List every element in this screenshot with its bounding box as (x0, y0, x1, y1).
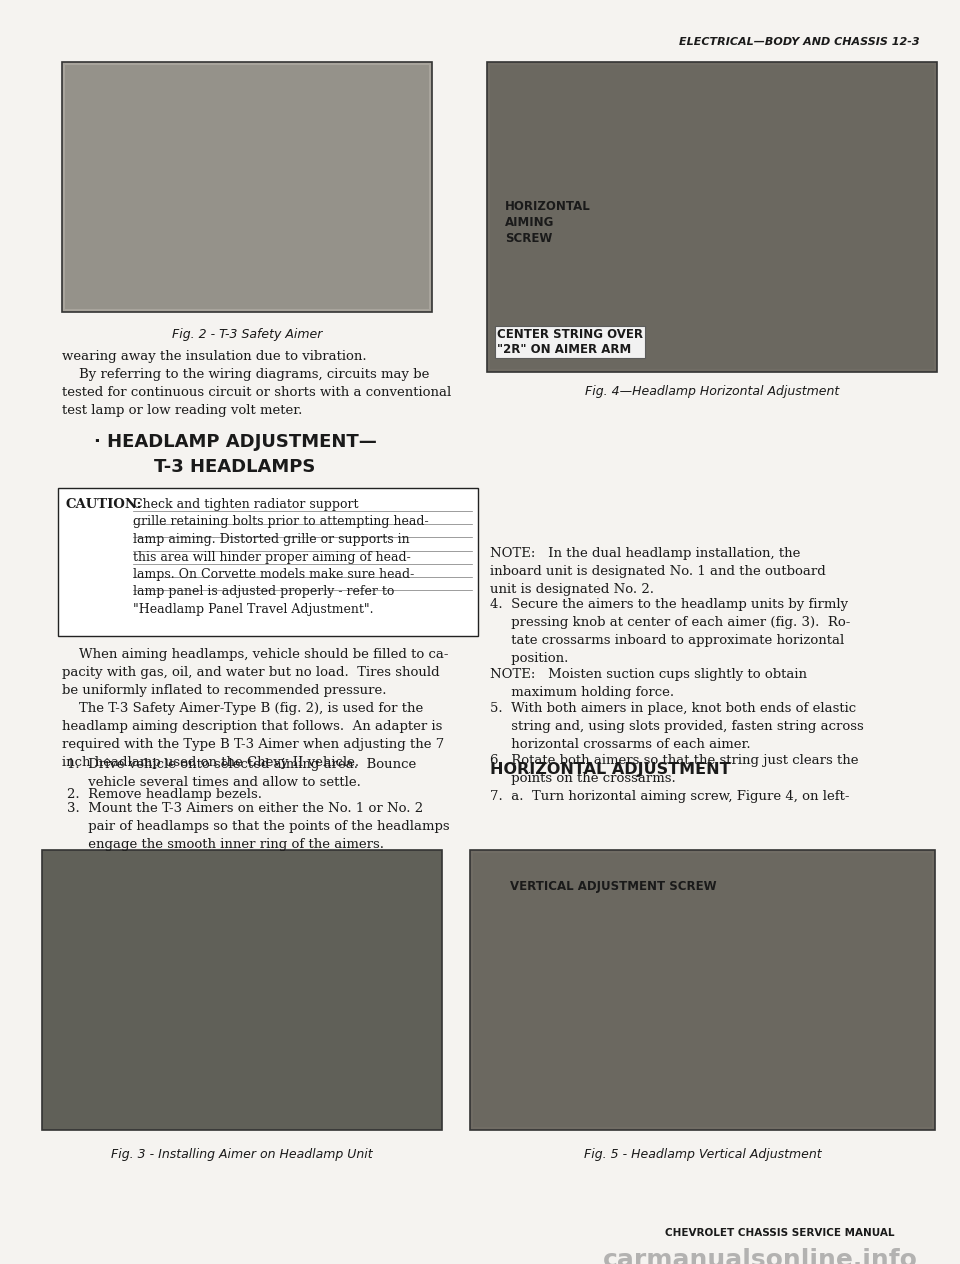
Text: T-3 HEADLAMPS: T-3 HEADLAMPS (155, 458, 316, 477)
Text: 6.  Rotate both aimers so that the string just clears the
     points on the cro: 6. Rotate both aimers so that the string… (490, 755, 858, 785)
Text: ELECTRICAL—BODY AND CHASSIS 12-3: ELECTRICAL—BODY AND CHASSIS 12-3 (680, 37, 920, 47)
Text: 4.  Secure the aimers to the headlamp units by firmly
     pressing knob at cent: 4. Secure the aimers to the headlamp uni… (490, 598, 851, 665)
Text: CENTER STRING OVER
"2R" ON AIMER ARM: CENTER STRING OVER "2R" ON AIMER ARM (497, 327, 643, 356)
Text: When aiming headlamps, vehicle should be filled to ca-
pacity with gas, oil, and: When aiming headlamps, vehicle should be… (62, 648, 448, 769)
Bar (62, 62, 432, 312)
Text: 3.  Mount the T-3 Aimers on either the No. 1 or No. 2
     pair of headlamps so : 3. Mount the T-3 Aimers on either the No… (67, 801, 449, 851)
Text: Fig. 3 - Installing Aimer on Headlamp Unit: Fig. 3 - Installing Aimer on Headlamp Un… (111, 1148, 372, 1162)
Text: wearing away the insulation due to vibration.
    By referring to the wiring dia: wearing away the insulation due to vibra… (62, 350, 451, 417)
Text: HORIZONTAL ADJUSTMENT: HORIZONTAL ADJUSTMENT (490, 762, 731, 777)
Text: 1.  Drive vehicle onto selected aiming area.  Bounce
     vehicle several times : 1. Drive vehicle onto selected aiming ar… (67, 758, 417, 789)
Text: NOTE:   Moisten suction cups slightly to obtain
     maximum holding force.: NOTE: Moisten suction cups slightly to o… (490, 667, 807, 699)
Text: HORIZONTAL
AIMING
SCREW: HORIZONTAL AIMING SCREW (505, 200, 590, 244)
Bar (65, 64, 429, 308)
Text: VERTICAL ADJUSTMENT SCREW: VERTICAL ADJUSTMENT SCREW (510, 880, 716, 892)
Text: · HEADLAMP ADJUSTMENT—: · HEADLAMP ADJUSTMENT— (93, 434, 376, 451)
Text: Fig. 2 - T-3 Safety Aimer: Fig. 2 - T-3 Safety Aimer (172, 327, 323, 341)
Bar (42, 849, 442, 1130)
Text: 5.  With both aimers in place, knot both ends of elastic
     string and, using : 5. With both aimers in place, knot both … (490, 702, 864, 751)
Bar (490, 64, 934, 369)
Text: CHEVROLET CHASSIS SERVICE MANUAL: CHEVROLET CHASSIS SERVICE MANUAL (665, 1229, 895, 1237)
Text: CAUTION:: CAUTION: (66, 498, 142, 511)
Bar (58, 488, 478, 636)
Text: 2.  Remove headlamp bezels.: 2. Remove headlamp bezels. (67, 787, 262, 801)
Text: Fig. 5 - Headlamp Vertical Adjustment: Fig. 5 - Headlamp Vertical Adjustment (584, 1148, 822, 1162)
Bar (473, 853, 932, 1127)
Text: carmanualsonline.info: carmanualsonline.info (603, 1248, 918, 1264)
Text: NOTE:   In the dual headlamp installation, the
inboard unit is designated No. 1 : NOTE: In the dual headlamp installation,… (490, 547, 826, 597)
Bar (487, 62, 937, 372)
Text: 7.  a.  Turn horizontal aiming screw, Figure 4, on left-: 7. a. Turn horizontal aiming screw, Figu… (490, 790, 850, 803)
Text: Check and tighten radiator support
grille retaining bolts prior to attempting he: Check and tighten radiator support grill… (133, 498, 428, 616)
Bar (470, 849, 935, 1130)
Text: Fig. 4—Headlamp Horizontal Adjustment: Fig. 4—Headlamp Horizontal Adjustment (585, 386, 839, 398)
Bar (45, 853, 439, 1127)
